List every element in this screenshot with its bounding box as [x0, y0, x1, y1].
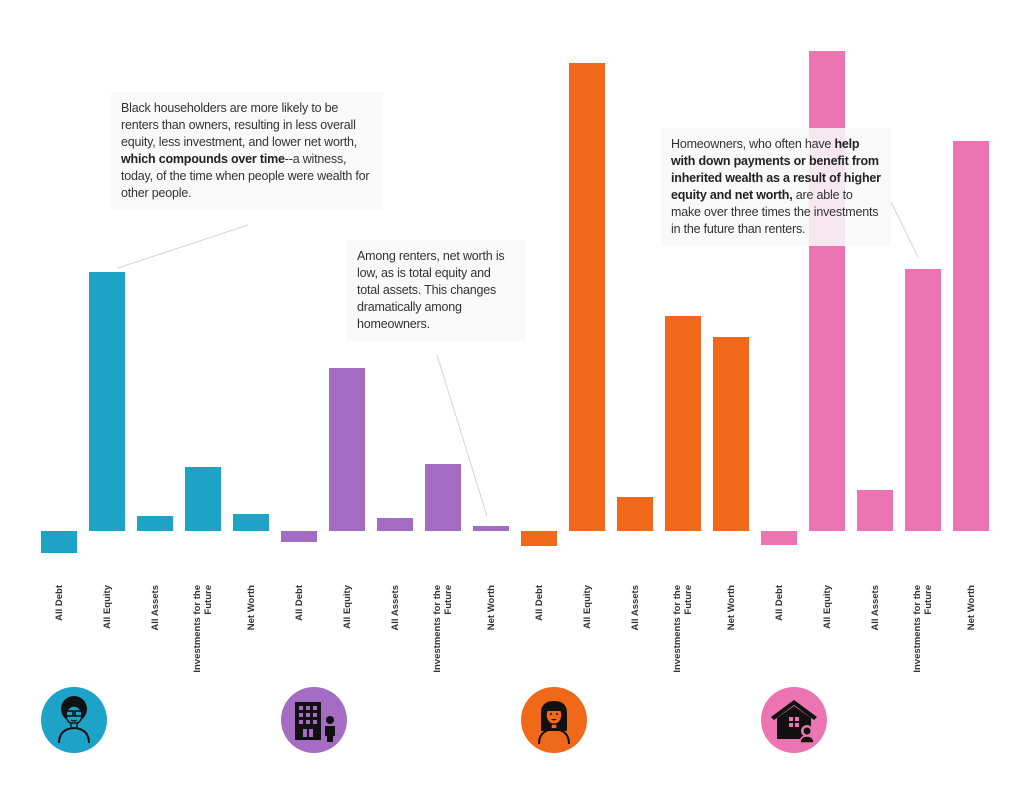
x-tick-label: Investments for the Future: [912, 585, 934, 673]
annotation-leader-lines: [117, 201, 919, 517]
bar-homeowners-all-assets: [857, 490, 893, 531]
bar-black-householders-investments-for-the-future: [185, 467, 221, 531]
x-tick-label: Investments for the Future: [432, 585, 454, 673]
leader-line-note-homeowners: [890, 201, 919, 258]
note-homeowners: Homeowners, who often have help with dow…: [661, 128, 891, 246]
person-afro-glasses-icon: [41, 687, 107, 753]
x-tick-label: Net Worth: [965, 585, 977, 631]
annotation-text: are able to make over three times the in…: [671, 188, 879, 236]
bar-householders-woman-all-equity: [569, 63, 605, 531]
bar-black-householders-all-assets: [137, 516, 173, 531]
bar-renters-net-worth: [473, 526, 509, 531]
x-tick-label: All Assets: [629, 585, 641, 631]
bar-homeowners-all-debt: [761, 531, 797, 545]
bar-black-householders-net-worth: [233, 514, 269, 531]
leader-line-note-black-householders: [117, 224, 249, 269]
bar-black-householders-all-debt: [41, 531, 77, 553]
x-tick-label: Investments for the Future: [192, 585, 214, 673]
annotation-text: --a witness, today, of the time when peo…: [121, 152, 370, 200]
leader-line-note-renters: [436, 354, 488, 517]
bar-householders-woman-investments-for-the-future: [665, 316, 701, 531]
bar-black-householders-all-equity: [89, 272, 125, 531]
x-tick-label: Net Worth: [485, 585, 497, 631]
annotation-text: Homeowners, who often have: [671, 137, 835, 151]
annotation-emphasis: which compounds over time: [121, 152, 285, 166]
bar-homeowners-investments-for-the-future: [905, 269, 941, 531]
bar-renters-all-equity: [329, 368, 365, 531]
person-long-hair-icon: [521, 687, 587, 753]
x-tick-label: Net Worth: [725, 585, 737, 631]
x-tick-label: All Assets: [389, 585, 401, 631]
bar-homeowners-net-worth: [953, 141, 989, 531]
x-tick-label: All Assets: [149, 585, 161, 631]
annotation-text: Among renters, net worth is low, as is t…: [357, 249, 505, 331]
bar-householders-woman-net-worth: [713, 337, 749, 531]
x-tick-label: Net Worth: [245, 585, 257, 631]
bar-homeowners-all-equity: [809, 51, 845, 531]
x-tick-label: Investments for the Future: [672, 585, 694, 673]
annotation-text: Black householders are more likely to be…: [121, 101, 358, 149]
building-person-icon: [281, 687, 347, 753]
bar-renters-all-debt: [281, 531, 317, 542]
bar-householders-woman-all-assets: [617, 497, 653, 531]
x-tick-label: All Assets: [869, 585, 881, 631]
note-renters: Among renters, net worth is low, as is t…: [347, 240, 525, 341]
bar-renters-all-assets: [377, 518, 413, 531]
note-black-householders: Black householders are more likely to be…: [111, 92, 383, 210]
bar-renters-investments-for-the-future: [425, 464, 461, 531]
bars: [41, 51, 989, 553]
house-person-icon: [761, 687, 827, 753]
bar-householders-woman-all-debt: [521, 531, 557, 546]
annotation-emphasis: help with down payments or benefit from …: [671, 137, 881, 202]
